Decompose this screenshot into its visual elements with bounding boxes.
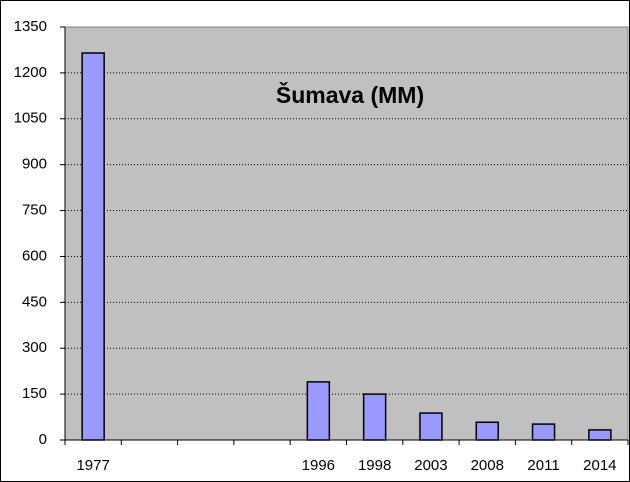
bar — [419, 412, 443, 441]
y-tick-label: 450 — [22, 293, 47, 310]
y-tick-label: 900 — [22, 156, 47, 173]
x-tick-label: 2011 — [527, 457, 559, 474]
bar — [531, 423, 556, 441]
y-tick-label: 1200 — [14, 64, 47, 81]
y-tick-label: 1050 — [14, 110, 47, 127]
x-tick-label: 1996 — [302, 457, 335, 474]
y-tick-label: 0 — [39, 431, 47, 448]
x-tick-label: 1977 — [76, 457, 109, 474]
bar — [306, 381, 331, 441]
x-tick-label: 2008 — [471, 457, 504, 474]
x-tick-label: 2003 — [414, 457, 447, 474]
y-tick-label: 300 — [22, 339, 47, 356]
y-tick-label: 150 — [22, 385, 47, 402]
bar — [588, 429, 612, 441]
y-tick-label: 600 — [22, 247, 47, 264]
plot-area — [64, 26, 629, 441]
x-tick-label: 1998 — [358, 457, 391, 474]
y-tick-label: 1350 — [14, 18, 47, 35]
bar — [475, 421, 499, 441]
bar — [362, 393, 387, 441]
x-tick-label: 2014 — [583, 457, 616, 474]
y-tick-label: 750 — [22, 202, 47, 219]
bar — [81, 52, 105, 441]
chart-title: Šumava (MM) — [276, 81, 424, 108]
